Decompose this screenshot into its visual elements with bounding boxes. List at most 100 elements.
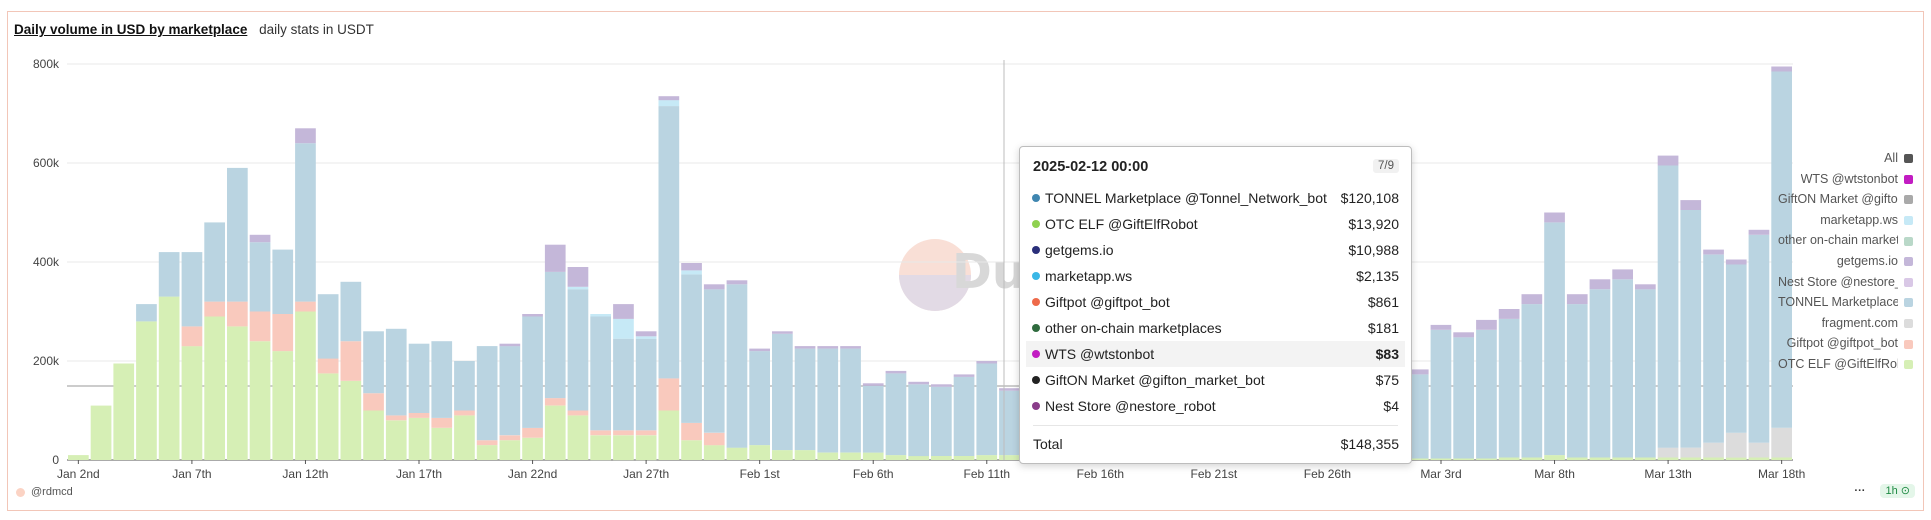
bar-segment[interactable] [68,455,89,460]
bar-segment[interactable] [204,316,225,461]
bar-segment[interactable] [681,263,702,271]
bar-segment[interactable] [385,420,407,460]
bar-segment[interactable] [1430,329,1452,459]
legend-item[interactable]: Nest Store @nestore_robot [1778,272,1913,293]
legend-item[interactable]: GiftON Market @gifton_market_bot [1778,189,1913,210]
bar-segment[interactable] [794,346,816,349]
bar-segment[interactable] [1680,210,1702,448]
bar-segment[interactable] [272,314,294,352]
bar-segment[interactable] [1703,254,1724,443]
bar-segment[interactable] [363,331,384,394]
legend-item[interactable]: WTS @wtstonbot [1778,169,1913,190]
bar-segment[interactable] [590,430,611,436]
chart-title[interactable]: Daily volume in USD by marketplace [14,22,248,37]
bar-segment[interactable] [476,445,498,460]
legend-item[interactable]: fragment.com [1778,313,1913,334]
bar-segment[interactable] [749,351,770,446]
bar-segment[interactable] [999,455,1020,460]
bar-segment[interactable] [1771,427,1792,458]
bar-segment[interactable] [204,222,225,302]
bar-segment[interactable] [1521,457,1543,461]
bar-segment[interactable] [1725,259,1747,265]
bar-segment[interactable] [953,376,975,456]
bar-segment[interactable] [1566,457,1588,461]
bar-segment[interactable] [158,252,180,297]
bar-segment[interactable] [317,358,339,374]
bar-segment[interactable] [476,440,498,446]
bar-segment[interactable] [1544,455,1565,460]
bar-segment[interactable] [1657,447,1679,458]
bar-segment[interactable] [794,450,816,460]
bar-segment[interactable] [1725,432,1747,458]
bar-segment[interactable] [567,415,589,460]
legend-item[interactable]: OTC ELF @GiftElfRobot [1778,354,1913,375]
bar-segment[interactable] [1566,294,1588,305]
bar-segment[interactable] [635,338,657,431]
bar-segment[interactable] [1521,304,1543,458]
bar-segment[interactable] [1521,294,1543,305]
bar-segment[interactable] [136,304,157,322]
bar-segment[interactable] [431,341,453,418]
bar-segment[interactable] [817,346,839,349]
bar-segment[interactable] [885,373,907,456]
bar-segment[interactable] [908,381,929,385]
bar-segment[interactable] [1635,284,1656,290]
bar-segment[interactable] [840,452,861,460]
bar-segment[interactable] [1635,289,1656,458]
bar-segment[interactable] [1771,71,1792,428]
bar-segment[interactable] [1407,374,1429,459]
bar-segment[interactable] [1725,264,1747,433]
bar-segment[interactable] [1498,457,1520,461]
bar-segment[interactable] [1703,442,1724,458]
bar-segment[interactable] [953,456,975,460]
bar-segment[interactable] [363,393,384,411]
bar-segment[interactable] [227,301,248,327]
bar-segment[interactable] [158,296,180,460]
legend-item[interactable]: other on-chain marketplaces [1778,230,1913,251]
bar-segment[interactable] [1498,309,1520,319]
bar-segment[interactable] [499,346,521,436]
legend-item[interactable]: marketapp.ws [1778,210,1913,231]
bar-segment[interactable] [295,311,316,461]
bar-segment[interactable] [976,363,998,456]
bar-segment[interactable] [658,106,680,379]
bar-segment[interactable] [635,435,657,461]
bar-segment[interactable] [1453,332,1474,338]
bar-segment[interactable] [567,267,589,287]
bar-segment[interactable] [454,410,475,416]
bar-segment[interactable] [862,383,884,386]
bar-segment[interactable] [590,314,611,317]
bar-segment[interactable] [544,405,566,460]
bar-segment[interactable] [1589,457,1611,461]
bar-segment[interactable] [613,318,634,339]
bar-segment[interactable] [249,242,271,312]
bar-segment[interactable] [817,452,839,460]
bar-segment[interactable] [476,346,498,441]
bar-segment[interactable] [340,281,362,342]
bar-segment[interactable] [1498,318,1520,458]
bar-segment[interactable] [726,280,748,285]
bar-segment[interactable] [658,378,680,411]
bar-segment[interactable] [1476,319,1497,330]
bar-segment[interactable] [340,341,362,381]
bar-segment[interactable] [1476,329,1497,459]
bar-segment[interactable] [454,361,475,411]
bar-segment[interactable] [1703,249,1724,255]
bar-segment[interactable] [522,316,543,428]
bar-segment[interactable] [1657,457,1679,461]
bar-segment[interactable] [363,410,384,461]
bar-segment[interactable] [772,450,793,460]
bar-segment[interactable] [1430,458,1452,461]
bar-segment[interactable] [635,336,657,339]
bar-segment[interactable] [1407,369,1429,375]
bar-segment[interactable] [681,440,702,460]
bar-segment[interactable] [658,410,680,461]
legend-item[interactable]: getgems.io [1778,251,1913,272]
bar-segment[interactable] [613,338,634,431]
bar-segment[interactable] [613,435,634,461]
bar-segment[interactable] [317,294,339,359]
bar-segment[interactable] [862,385,884,453]
bar-segment[interactable] [1748,234,1770,443]
bar-segment[interactable] [613,304,634,319]
bar-segment[interactable] [408,343,430,413]
